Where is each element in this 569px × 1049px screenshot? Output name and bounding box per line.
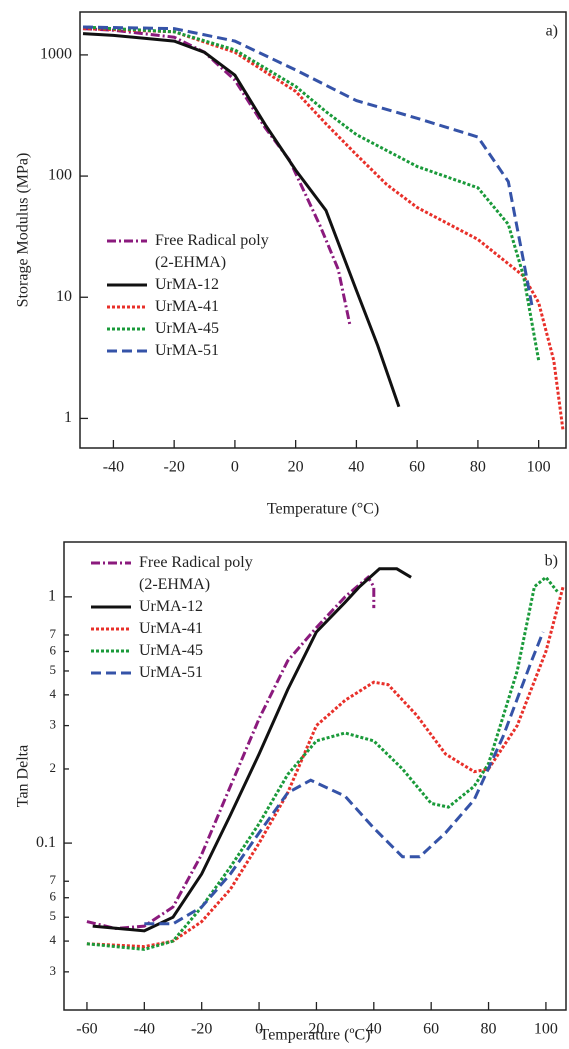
y-tick-label: 6 (50, 889, 57, 904)
x-tick-label: 60 (409, 459, 425, 476)
legend-swatch (107, 283, 147, 287)
y-tick-label: 100 (48, 167, 72, 184)
x-tick-label: -40 (134, 1021, 155, 1038)
legend-item: UrMA-45 (89, 640, 264, 662)
legend-item: UrMA-51 (89, 662, 264, 684)
legend-swatch (91, 605, 131, 609)
legend-label: UrMA-45 (139, 642, 203, 659)
y-tick-label: 6 (50, 642, 57, 657)
y-tick-label: 1 (64, 409, 72, 426)
x-axis-label: Temperature (ºC) (260, 1027, 371, 1044)
annotation: b) (545, 553, 558, 570)
x-tick-label: 0 (231, 459, 239, 476)
x-tick-label: 20 (288, 459, 304, 476)
series-line (92, 567, 412, 933)
y-tick-label: 1000 (40, 46, 72, 63)
series-line (82, 32, 401, 408)
y-tick-label: 0.1 (36, 834, 56, 851)
legend: Free Radical poly (2-EHMA) UrMA-12 UrMA-41… (105, 230, 280, 362)
legend-label: UrMA-41 (155, 298, 219, 315)
y-tick-label: 10 (56, 288, 72, 305)
legend-label: UrMA-12 (139, 598, 203, 615)
y-tick-label: 7 (50, 872, 57, 887)
legend-swatch (107, 305, 147, 309)
legend-item: UrMA-41 (89, 618, 264, 640)
plot-frame (63, 541, 567, 1011)
legend-label: UrMA-41 (139, 620, 203, 637)
x-tick-label: 100 (534, 1021, 558, 1038)
legend-item: Free Radical poly (2-EHMA) (105, 230, 280, 274)
x-tick-label: 100 (527, 459, 551, 476)
series-line (82, 25, 541, 361)
legend-swatch (91, 649, 131, 653)
legend: Free Radical poly (2-EHMA) UrMA-12 UrMA-41… (89, 552, 264, 684)
y-tick-label: 7 (50, 626, 57, 641)
legend-item: UrMA-12 (105, 274, 280, 296)
legend-label: UrMA-12 (155, 276, 219, 293)
x-axis-label: Temperature (°C) (267, 501, 379, 518)
y-tick-label: 4 (50, 932, 57, 947)
x-tick-label: -20 (191, 1021, 212, 1038)
x-tick-label: 40 (366, 1021, 382, 1038)
x-tick-label: 80 (481, 1021, 497, 1038)
legend-label: UrMA-51 (155, 342, 219, 359)
legend-item: UrMA-51 (105, 340, 280, 362)
legend-swatch (91, 627, 131, 631)
y-tick-label: 2 (50, 760, 57, 775)
legend-item: UrMA-41 (105, 296, 280, 318)
x-tick-label: -40 (103, 459, 124, 476)
y-tick-label: 1 (48, 588, 56, 605)
x-tick-label: 60 (423, 1021, 439, 1038)
y-tick-label: 5 (50, 662, 57, 677)
series-line (82, 27, 565, 431)
legend-item: UrMA-12 (89, 596, 264, 618)
legend-swatch (91, 561, 131, 565)
legend-label: Free Radical poly (2-EHMA) (139, 554, 253, 593)
x-tick-label: 40 (348, 459, 364, 476)
x-tick-label: 0 (255, 1021, 263, 1038)
legend-item: UrMA-45 (105, 318, 280, 340)
y-tick-label: 5 (50, 908, 57, 923)
x-tick-label: -60 (76, 1021, 97, 1038)
series-line (144, 631, 545, 926)
x-tick-label: 80 (470, 459, 486, 476)
series-line (82, 25, 535, 310)
legend-swatch (91, 671, 131, 675)
y-axis-label: Storage Modulus (MPa) (15, 153, 32, 308)
y-tick-label: 4 (50, 686, 57, 701)
legend-label: UrMA-51 (139, 664, 203, 681)
legend-label: Free Radical poly (2-EHMA) (155, 232, 269, 271)
legend-swatch (107, 327, 147, 331)
legend-item: Free Radical poly (2-EHMA) (89, 552, 264, 596)
legend-swatch (107, 239, 147, 243)
series-line (86, 586, 565, 949)
x-tick-label: -20 (163, 459, 184, 476)
x-tick-label: 20 (308, 1021, 324, 1038)
y-tick-label: 3 (50, 963, 57, 978)
annotation: a) (546, 23, 558, 40)
series-line (82, 27, 352, 328)
y-axis-label: Tan Delta (15, 745, 32, 807)
y-tick-label: 3 (50, 717, 57, 732)
plot-frame (79, 11, 567, 449)
legend-swatch (107, 349, 147, 353)
legend-label: UrMA-45 (155, 320, 219, 337)
